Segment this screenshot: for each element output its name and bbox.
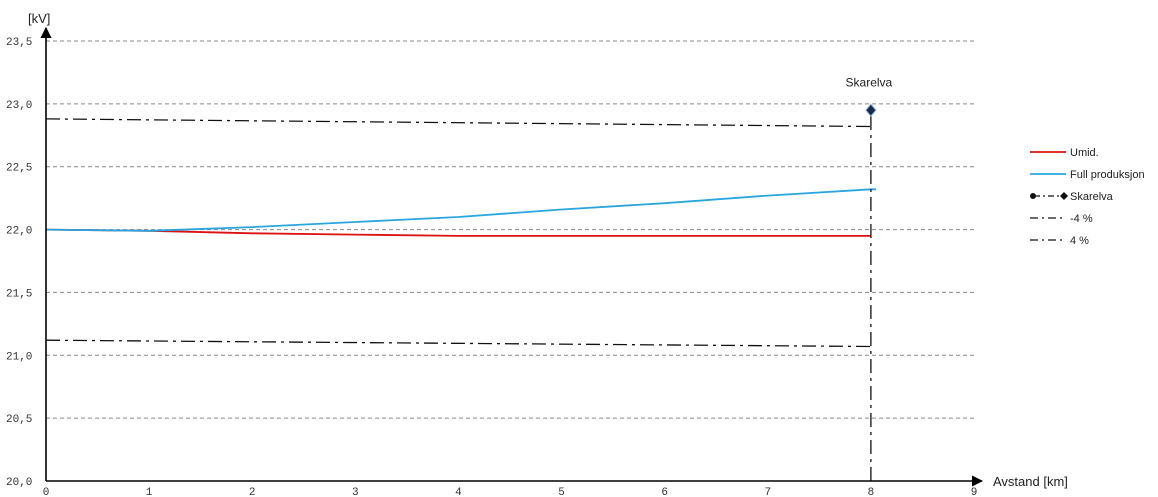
x-tick-label: 7 [764, 487, 771, 497]
series-line-3 [45, 339, 871, 348]
series-layer [45, 110, 876, 481]
y-tick-label: 23,0 [6, 100, 32, 112]
x-tick-label: 0 [43, 487, 50, 497]
y-tick-label: 20,0 [6, 477, 32, 489]
legend-item: -4 % [1030, 213, 1093, 225]
series-line-0 [45, 228, 871, 237]
x-tick-label: 5 [558, 487, 565, 497]
series-line-4 [45, 118, 871, 128]
y-axis-label: [kV] [28, 11, 50, 26]
point-annotation: Skarelva [846, 75, 893, 89]
legend: Umid. Full produksjon Skarelva -4 % 4 % [1030, 147, 1145, 247]
y-tick-label: 20,5 [6, 414, 32, 426]
legend-label: Full produksjon [1070, 169, 1145, 181]
tick-labels: 20,0 20,5 21,0 21,5 22,0 22,5 23,0 23,5 0 1 2 3 4 5 6 7… [6, 37, 977, 497]
legend-label: -4 % [1070, 213, 1093, 225]
x-tick-label: 8 [868, 487, 875, 497]
x-tick-label: 3 [352, 487, 359, 497]
point-markers [865, 103, 877, 117]
x-tick-label: 6 [661, 487, 668, 497]
legend-item: Skarelva [1030, 191, 1114, 203]
y-tick-label: 22,0 [6, 226, 32, 238]
y-tick-label: 21,0 [6, 351, 32, 363]
series-line-1 [45, 188, 876, 232]
y-tick-label: 22,5 [6, 163, 32, 175]
legend-item: 4 % [1030, 235, 1089, 247]
x-tick-label: 4 [455, 487, 462, 497]
legend-item: Umid. [1030, 147, 1099, 159]
diamond-marker [865, 103, 877, 117]
x-tick-label: 2 [249, 487, 256, 497]
axes [40, 26, 984, 487]
annotations: Skarelva [846, 75, 893, 89]
legend-item: Full produksjon [1030, 169, 1145, 181]
y-tick-label: 23,5 [6, 37, 32, 49]
y-tick-label: 21,5 [6, 288, 32, 300]
x-tick-label: 1 [146, 487, 153, 497]
x-tick-label: 9 [971, 487, 978, 497]
legend-label: Skarelva [1070, 191, 1114, 203]
legend-diamond-marker [1060, 192, 1068, 200]
legend-dot-marker [1030, 193, 1036, 199]
legend-label: Umid. [1070, 147, 1099, 159]
axis-titles: [kV] Avstand [km] [28, 11, 1068, 489]
x-axis-label: Avstand [km] [993, 474, 1068, 489]
legend-label: 4 % [1070, 235, 1089, 247]
